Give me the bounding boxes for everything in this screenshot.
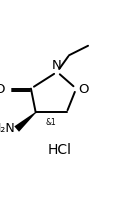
Text: &1: &1 (45, 117, 56, 126)
Text: H₂N: H₂N (0, 122, 15, 135)
Text: O: O (0, 83, 5, 96)
Text: HCl: HCl (47, 143, 72, 157)
Text: O: O (78, 83, 89, 96)
Polygon shape (14, 113, 36, 132)
Text: N: N (52, 59, 62, 72)
